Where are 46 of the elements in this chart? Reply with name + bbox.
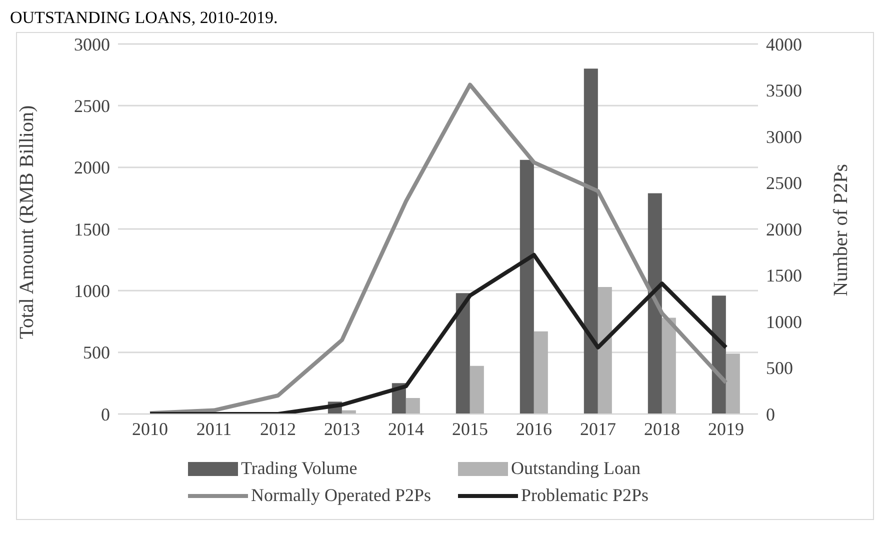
x-tick-label: 2013 [324,418,360,439]
y2-tick-label: 3500 [766,80,802,101]
y2-tick-label: 0 [766,404,775,424]
bar [406,398,420,414]
line-series [148,252,728,414]
legend-label: Outstanding Loan [511,458,640,479]
y2-axis-title: Number of P2Ps [830,164,852,296]
x-tick-label: 2016 [516,418,552,439]
legend-label: Problematic P2Ps [521,485,649,506]
y-tick-label: 500 [83,342,110,363]
x-tick-label: 2017 [580,418,616,439]
bar [598,286,612,414]
y-axis-title: Total Amount (RMB Billion) [16,105,38,339]
chart-title: OUTSTANDING LOANS, 2010-2019. [9,8,279,29]
y2-tick-label: 2500 [766,173,802,194]
y2-tick-label: 500 [766,358,793,378]
y2-tick-label: 1500 [766,266,802,286]
line-series [148,82,728,414]
y-tick-label: 1500 [74,219,110,240]
x-tick-label: 2015 [452,418,488,439]
x-tick-label: 2010 [132,418,168,439]
legend-label: Normally Operated P2Ps [251,485,431,506]
y2-tick-label: 4000 [766,34,802,54]
x-tick-label: 2018 [644,418,680,439]
y-tick-label: 2000 [74,158,110,178]
x-tick-label: 2019 [708,418,744,439]
x-tick-label: 2014 [388,418,424,439]
y-tick-label: 0 [101,404,110,424]
bar [712,296,726,414]
y2-tick-label: 1000 [766,312,802,332]
legend-label: Trading Volume [241,458,358,479]
y-tick-label: 1000 [74,281,110,302]
bar [584,68,598,414]
x-tick-label: 2011 [196,418,232,439]
bar [648,193,662,414]
bar [520,160,534,414]
bar [470,366,484,414]
bar [662,318,676,414]
y-tick-label: 2500 [74,96,110,116]
y-tick-label: 3000 [74,34,110,54]
x-tick-label: 2012 [260,418,296,439]
y2-tick-label: 2000 [766,219,802,240]
bar [456,293,470,414]
bar [726,354,740,414]
bar [534,331,548,414]
y2-tick-label: 3000 [766,126,802,147]
